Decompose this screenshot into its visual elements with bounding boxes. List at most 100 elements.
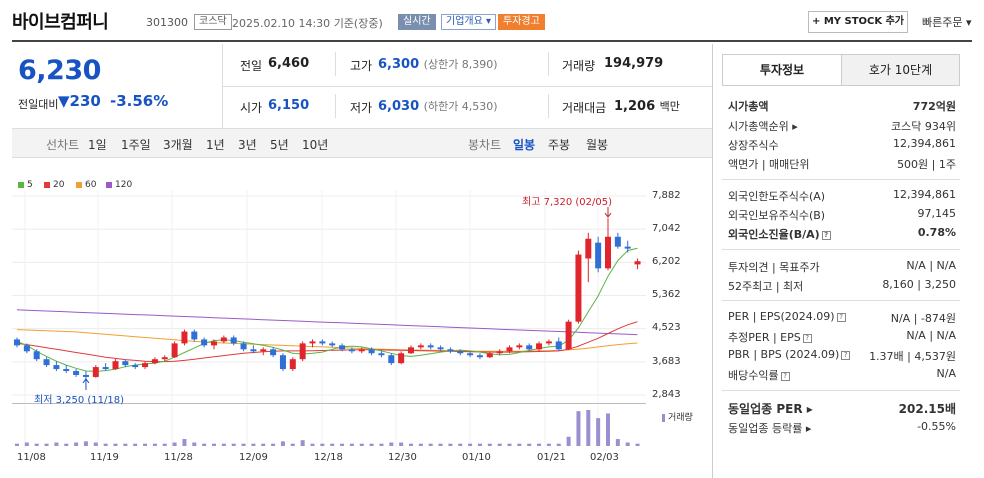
candle-body	[63, 369, 70, 372]
volume-bar	[93, 442, 98, 446]
volume-bar	[64, 443, 69, 446]
stock-name: 바이브컴퍼니	[12, 12, 109, 33]
quote-datetime: 2025.02.10 14:30 기준(장중)	[232, 17, 383, 30]
volume-bar	[340, 443, 345, 446]
market-cap-rank-value: 코스닥 934위	[891, 120, 956, 133]
candle-daily[interactable]: 일봉	[513, 138, 536, 152]
amount-value: 1,206 백만	[614, 99, 680, 114]
candle-body	[545, 341, 552, 344]
period-10y[interactable]: 10년	[302, 138, 329, 152]
candle-body	[279, 355, 286, 370]
change-amount: ▼230	[58, 92, 101, 110]
tab-invest-info[interactable]: 투자정보	[723, 55, 841, 85]
volume-bar	[182, 439, 187, 446]
opinion-label: 투자의견 | 목표주가	[728, 261, 820, 274]
ma5-line	[16, 247, 638, 372]
period-1w[interactable]: 1주일	[121, 138, 151, 152]
candle-body	[555, 341, 562, 350]
volume-bar	[606, 413, 610, 446]
par-value-value: 500원 | 1주	[897, 158, 956, 171]
candle-body	[329, 343, 336, 346]
candle-body	[486, 353, 493, 358]
add-mystock-button[interactable]: + MY STOCK 추가	[808, 11, 908, 33]
line-chart-label: 선차트	[46, 138, 80, 152]
candle-body	[230, 337, 237, 344]
candle-body	[437, 347, 444, 350]
stock-code: 301300	[146, 16, 188, 29]
candle-body	[526, 345, 533, 350]
candle-body	[447, 349, 454, 352]
volume-bar	[625, 442, 630, 446]
volume-legend: 거래량	[662, 410, 693, 423]
candle-body	[339, 345, 346, 350]
volume-bar	[113, 443, 118, 446]
est-per-label: 추정PER | EPS?	[728, 329, 812, 345]
volume-value: 194,979	[604, 56, 664, 71]
y-tick: 4,523	[652, 322, 681, 333]
volume-bar	[546, 443, 551, 446]
industry-per-label[interactable]: 동일업종 PER ▸	[728, 402, 813, 416]
volume-bar	[44, 443, 49, 446]
y-tick: 6,202	[652, 256, 681, 267]
company-overview-dropdown[interactable]: 기업개요 ▾	[441, 14, 496, 30]
est-per-value: N/A | N/A	[906, 329, 956, 342]
volume-bar	[330, 443, 335, 446]
realtime-tag[interactable]: 실시간	[398, 14, 436, 30]
volume-bar	[438, 443, 443, 446]
candle-body	[82, 374, 89, 377]
quick-order-button[interactable]: 빠른주문 ▾	[922, 16, 972, 29]
market-cap-rank-label[interactable]: 시가총액순위 ▸	[728, 120, 798, 133]
period-5y[interactable]: 5년	[270, 138, 289, 152]
info-icon[interactable]: ?	[802, 333, 812, 343]
pbr-bps-label: PBR | BPS (2024.09)?	[728, 348, 851, 361]
ma120-line	[16, 309, 638, 336]
x-tick: 11/08	[17, 452, 46, 463]
candle-body	[53, 365, 60, 370]
info-icon[interactable]: ?	[821, 230, 831, 240]
candle-body	[368, 349, 375, 354]
change-percent: -3.56%	[110, 92, 169, 110]
foreign-holding-value: 97,145	[917, 207, 957, 220]
chart-grid	[12, 190, 646, 448]
info-icon[interactable]: ?	[841, 350, 851, 360]
divider	[722, 390, 960, 391]
open-value: 6,150	[268, 98, 310, 113]
industry-per-value: 202.15배	[898, 402, 956, 416]
info-icon[interactable]: ?	[836, 312, 846, 322]
candle-body	[14, 339, 20, 346]
period-1d[interactable]: 1일	[88, 138, 107, 152]
volume-bar	[458, 443, 463, 446]
candle-body	[496, 351, 503, 354]
candle-body	[417, 345, 424, 348]
period-1y[interactable]: 1년	[206, 138, 225, 152]
volume-bar	[537, 443, 542, 446]
week52-value: 8,160 | 3,250	[882, 278, 956, 291]
tab-orderbook-10[interactable]: 호가 10단계	[841, 55, 959, 85]
price-chart[interactable]	[0, 0, 720, 478]
volume-bar	[241, 443, 246, 446]
volume-bar	[359, 443, 364, 446]
volume-label: 거래량	[562, 59, 596, 73]
candle-body	[250, 349, 257, 352]
volume-divider	[12, 403, 646, 404]
period-3m[interactable]: 3개월	[163, 138, 193, 152]
candle-body	[23, 345, 30, 352]
x-tick: 11/28	[164, 452, 193, 463]
divider	[722, 300, 960, 301]
candle-weekly[interactable]: 주봉	[548, 138, 571, 152]
investment-warning-tag: 투자경고	[498, 14, 545, 30]
par-value-label: 액면가 | 매매단위	[728, 158, 810, 171]
info-icon[interactable]: ?	[780, 371, 790, 381]
candle-body	[358, 349, 365, 352]
volume-bar	[596, 418, 601, 446]
candle-body	[201, 339, 208, 346]
volume-bar	[221, 443, 226, 446]
candle-body	[408, 347, 414, 354]
volume-bar	[300, 440, 305, 446]
volume-bar	[487, 443, 492, 446]
period-3y[interactable]: 3년	[238, 138, 257, 152]
industry-change-label[interactable]: 동일업종 등락률 ▸	[728, 422, 812, 435]
volume-bar	[271, 443, 276, 446]
volume-bar	[83, 441, 88, 446]
candle-monthly[interactable]: 월봉	[586, 138, 609, 152]
